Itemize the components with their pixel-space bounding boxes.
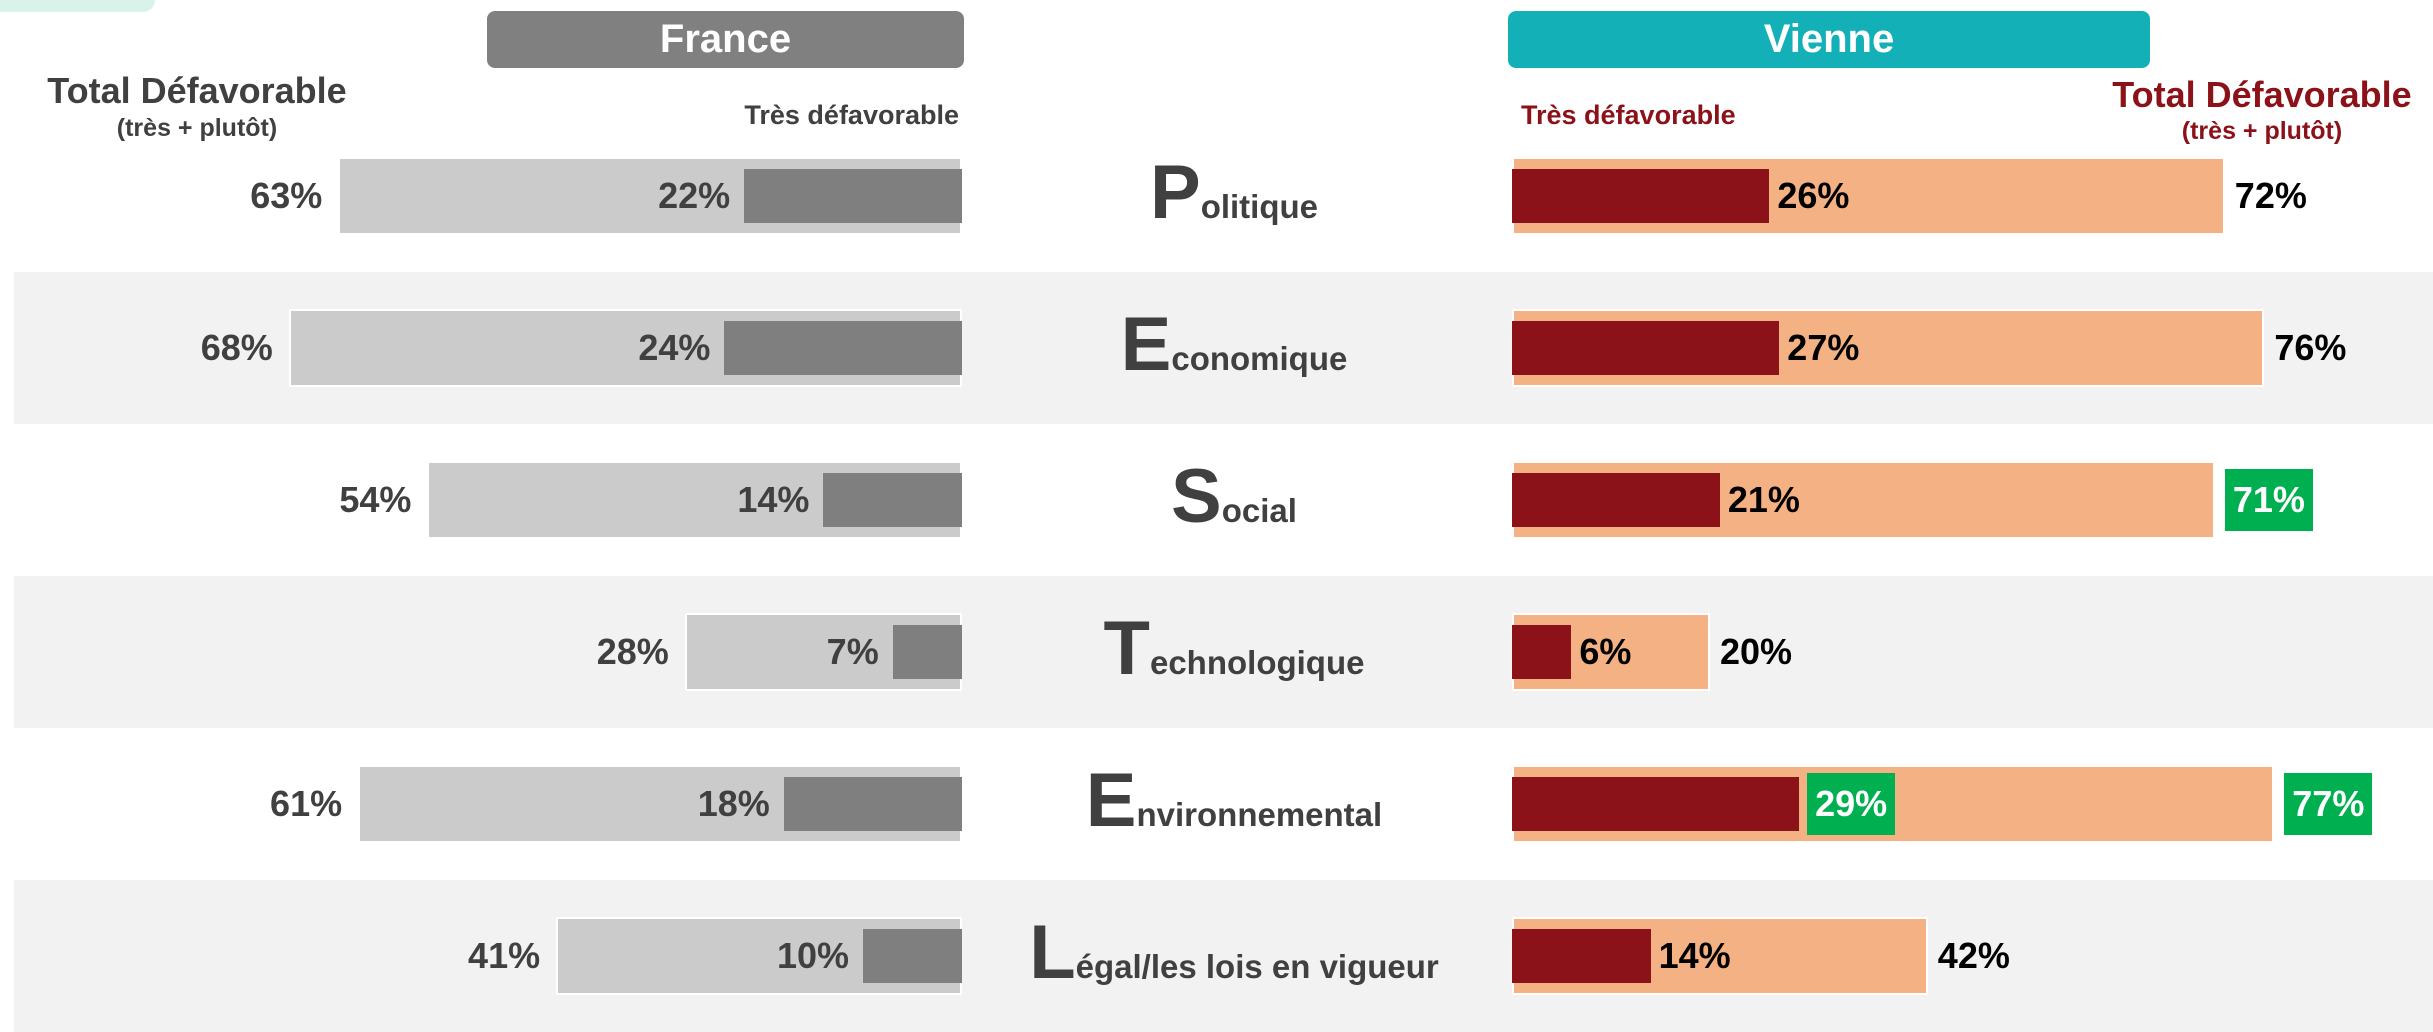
value-label: 14% [737,479,810,520]
category-label: Economique [1120,302,1348,387]
value-label: 63% [250,175,323,216]
value-label: 18% [697,783,770,824]
value-label: 68% [200,327,273,368]
value-label: 27% [1787,327,1860,368]
value-label: 41% [468,935,541,976]
value-label: 77% [2284,773,2373,835]
value-label: 26% [1777,175,1850,216]
value-label: 7% [826,631,879,672]
very-bar [1512,473,1720,527]
category-label: Technologique [1103,606,1365,691]
category-label: Social [1171,454,1297,539]
very-bar [823,473,962,527]
very-label: Très défavorable [1521,100,1736,130]
row-band [14,880,2433,1032]
very-bar [1512,777,1800,831]
value-label: 6% [1579,631,1632,672]
category-label: Légal/les lois en vigueur [1029,910,1439,995]
total-sublabel: (très + plutôt) [116,114,278,142]
very-bar [744,169,962,223]
total-label: Total Défavorable [2112,74,2412,115]
category-label: Politique [1149,150,1319,235]
total-sublabel: (très + plutôt) [2181,117,2343,145]
very-bar [724,321,962,375]
value-label: 54% [339,479,412,520]
very-bar [1512,929,1651,983]
value-label: 72% [2234,175,2307,216]
value-label: 20% [1720,631,1793,672]
value-label: 24% [638,327,711,368]
value-label: 61% [270,783,343,824]
value-label: 22% [658,175,731,216]
very-bar [1512,321,1780,375]
category-label: Environnemental [1085,758,1383,843]
total-label: Total Défavorable [47,70,347,111]
panel-header: France [487,11,964,68]
very-label: Très défavorable [744,100,959,130]
value-label: 42% [1937,935,2010,976]
very-bar [863,929,962,983]
very-bar [1512,625,1572,679]
panel-header: Vienne [1508,11,2150,68]
value-label: 76% [2274,327,2347,368]
value-label: 21% [1727,479,1800,520]
very-bar [783,777,962,831]
value-label: 14% [1658,935,1731,976]
row-band [14,576,2433,728]
value-label: 29% [1807,773,1896,835]
value-label: 71% [2224,469,2313,531]
value-label: 28% [596,631,669,672]
very-bar [1512,169,1770,223]
decoration [0,0,155,12]
value-label: 10% [776,935,849,976]
very-bar [892,625,962,679]
